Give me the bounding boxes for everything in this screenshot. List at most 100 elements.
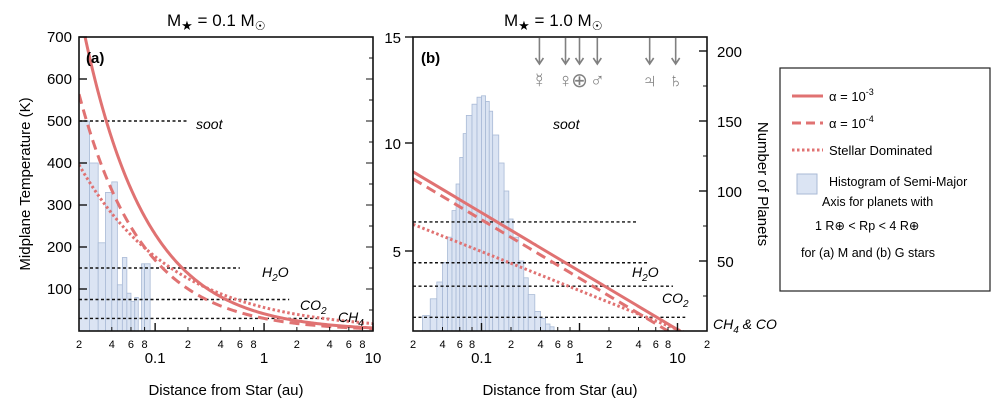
panel-b-letter: (b) <box>421 50 440 67</box>
panel-a-xlabel: Distance from Star (au) <box>148 382 303 399</box>
panel-b-x-minor-label: 2 <box>508 339 514 351</box>
planet-symbol: ♄ <box>668 70 683 92</box>
panel-b-frame <box>412 36 708 332</box>
panel-b-x-minor-label: 2 <box>606 339 612 351</box>
legend: α = 10-3 α = 10-4 Stellar Dominated Hist… <box>779 67 991 292</box>
legend-hist-line2: Axis for planets with <box>822 195 933 209</box>
planet-arrow-head <box>645 57 655 66</box>
panel-b-x-minor-label: 4 <box>439 339 445 351</box>
panel-a-hist-bar <box>130 301 136 331</box>
panel-a-x-minor-label: 2 <box>294 339 300 351</box>
panel-a-y-label: 100 <box>47 281 72 298</box>
panel-b-label-h2o: H2O <box>632 264 659 284</box>
panel-a-label-ch4: CH4 <box>338 309 364 329</box>
panel-a-ice-lines <box>79 120 330 320</box>
planet-symbol: ♂ <box>590 70 605 92</box>
panel-b-label-co2: CO2 <box>662 290 689 310</box>
panel-b-right-label: 50 <box>717 254 734 271</box>
panel-a-x-minor-label: 4 <box>327 339 333 351</box>
panel-b-x-minor-label: 8 <box>469 339 475 351</box>
panel-b-hist-bar <box>429 298 438 331</box>
planet-symbol: ⊕ <box>571 70 588 92</box>
planet-symbol: ♃ <box>642 70 657 92</box>
axes: 0.1 1 102 4 6 8 2 4 6 8 2 4 6 80.1 1 102 4 6 8 2 4 6 8 2 4 6 8 2100… <box>47 29 742 367</box>
panel-b-xlabel: Distance from Star (au) <box>482 382 637 399</box>
panel-b-hist-bar <box>465 115 473 331</box>
panel-b-x-minor-label: 8 <box>665 339 671 351</box>
panel-a-x-minor-label: 4 <box>109 339 115 351</box>
planet-symbol: ♀ <box>558 70 573 92</box>
planet-arrow-head <box>592 57 602 66</box>
panel-b-x-minor-label: 4 <box>635 339 641 351</box>
panel-b-planet-markers: ☿ ♀⊕ ♂ ♃ ♄ <box>532 38 683 92</box>
panel-b-left-label: 5 <box>393 244 401 261</box>
panel-a-x-minor-label: 8 <box>142 339 148 351</box>
panel-b-right-label: 100 <box>717 184 742 201</box>
panel-b-curve-solid <box>413 170 683 331</box>
panel-a-x-minor-label: 8 <box>250 339 256 351</box>
panel-b-hist-bar <box>488 110 494 331</box>
panel-b-hist-bar <box>462 133 467 331</box>
panel-b-ice-lines <box>413 221 686 318</box>
panel-b-right-label: 200 <box>717 44 742 61</box>
panel-b-hist-bar <box>471 103 478 331</box>
panel-a-x-minor-label: 8 <box>359 339 365 351</box>
panel-b-x-minor-label: 8 <box>567 339 573 351</box>
panel-b-curve-dashed <box>413 177 671 331</box>
panel-b-title: M★ = 1.0 M☉ <box>504 11 602 33</box>
panel-b-x-minor-label: 6 <box>653 339 659 351</box>
panel-b-label-ch4-co: CH4 & CO <box>713 316 777 336</box>
panel-a-ylabel: Midplane Temperature (K) <box>17 97 34 270</box>
panel-a-y-label: 700 <box>47 29 72 46</box>
panel-b-histogram <box>422 95 555 331</box>
legend-label-alpha4: α = 10-4 <box>829 114 874 131</box>
panel-a-y-label: 600 <box>47 71 72 88</box>
panel-b-hist-bar <box>498 162 505 331</box>
panel-a-x-minor-label: 6 <box>237 339 243 351</box>
panel-a-curve-dotted <box>79 163 373 326</box>
legend-hist-line4: for (a) M and (b) G stars <box>801 246 935 260</box>
panel-a-label-h2o: H2O <box>262 264 289 284</box>
panel-a-x-major-label: 1 <box>260 350 268 367</box>
panel-b-hist-bar <box>518 260 525 331</box>
panel-a-y-label: 400 <box>47 155 72 172</box>
panel-a-y-label: 300 <box>47 197 72 214</box>
planet-arrow-head <box>671 57 681 66</box>
panel-a-hist-bar <box>141 263 145 331</box>
panel-a-histogram <box>79 120 151 331</box>
panel-a-y-label: 500 <box>47 113 72 130</box>
panel-a-hist-bar <box>105 191 113 331</box>
planet-arrow-head <box>534 57 545 66</box>
panel-b-hist-bar <box>436 281 443 331</box>
planet-symbol: ☿ <box>532 70 547 92</box>
panel-a-hist-bar <box>144 263 151 331</box>
panel-b-hist-bar <box>527 294 536 331</box>
panel-b-curves <box>413 170 686 331</box>
panel-a-y-label: 200 <box>47 239 72 256</box>
panel-b-left-label: 15 <box>384 30 401 47</box>
panel-b-x-minor-label: 2 <box>704 339 710 351</box>
panel-a-curve-solid <box>83 37 373 330</box>
panel-b-label-soot: soot <box>553 116 581 132</box>
panel-a-curves <box>79 37 373 331</box>
panel-b-hist-bar <box>476 96 482 331</box>
panel-b-hist-bar <box>540 317 546 331</box>
panel-b-x-major-label: 10 <box>669 350 686 367</box>
legend-label-stellar: Stellar Dominated <box>829 143 932 158</box>
legend-swatch-histogram <box>796 173 818 195</box>
panel-a-x-minor-label: 6 <box>128 339 134 351</box>
panel-a-letter: (a) <box>86 50 104 67</box>
panel-b-x-minor-label: 2 <box>410 339 416 351</box>
panel-b-x-major-label: 0.1 <box>471 350 492 367</box>
panel-b-ylabel-right: Number of Planets <box>754 122 771 246</box>
panel-b-hist-bar <box>442 261 448 331</box>
planet-arrow-head <box>560 57 571 66</box>
panel-a-x-minor-label: 2 <box>76 339 82 351</box>
panel-b-right-label: 150 <box>717 114 742 131</box>
panel-a-curve-dashed <box>79 93 373 331</box>
legend-label-alpha3: α = 10-3 <box>829 87 874 104</box>
planet-arrow-head <box>574 57 585 66</box>
panel-b-x-major-label: 1 <box>575 350 583 367</box>
